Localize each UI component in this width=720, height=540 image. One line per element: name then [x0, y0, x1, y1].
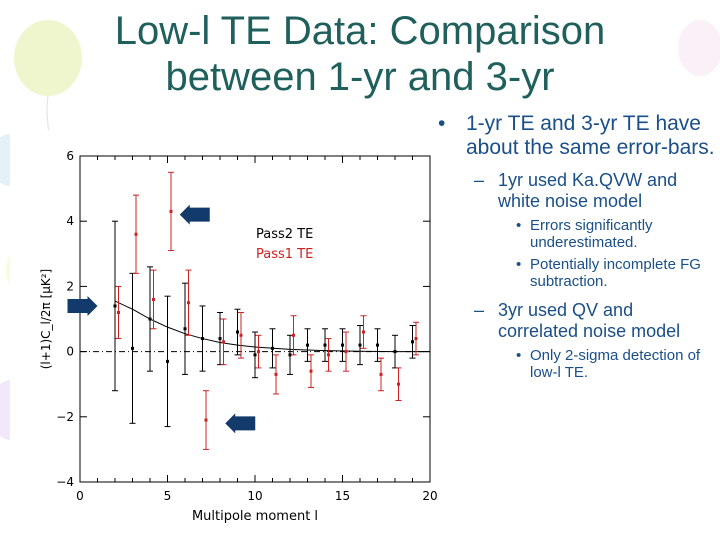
x-tick-label: 10 [247, 489, 262, 503]
data-point [274, 372, 278, 376]
x-axis-label: Multipole moment l [192, 509, 318, 524]
bullet-1-1-2-text: Potentially incomplete FG subtraction. [530, 256, 701, 290]
bullet-dot: • [516, 256, 522, 273]
bullet-1-2-text: 3yr used QV and correlated noise model [498, 300, 681, 341]
data-point [183, 327, 187, 331]
data-point [131, 346, 134, 350]
data-point [397, 382, 400, 386]
data-point [239, 333, 243, 337]
bullet-1-text: 1-yr TE and 3-yr TE have about the same … [466, 112, 715, 159]
y-axis-label: (l+1)C_l/2π [μK²] [39, 269, 53, 370]
te-chart: −4 −2 0 2 4 6 0 5 10 15 20 Pass2 TE Pass1 TE Mult… [10, 130, 450, 538]
data-point [218, 337, 222, 341]
bullet-1-1: – 1yr used Ka.QVW and white noise model [432, 170, 716, 212]
data-point [148, 317, 152, 321]
bullet-dot: • [516, 347, 522, 364]
data-point [134, 232, 138, 236]
series-pass2 [112, 220, 416, 428]
bullet-1-2: – 3yr used QV and correlated noise model [432, 300, 716, 342]
y-tick-label: 2 [66, 279, 74, 293]
x-tick-label: 20 [422, 489, 437, 503]
data-point [323, 343, 327, 347]
data-point [169, 209, 173, 213]
data-point [236, 330, 239, 334]
data-point [201, 337, 204, 341]
data-point [327, 353, 330, 357]
data-point [376, 343, 379, 347]
data-point [393, 350, 397, 354]
data-point [306, 343, 309, 347]
data-point [341, 343, 344, 347]
title-line-2: between 1-yr and 3-yr [165, 55, 555, 99]
y-tick-label: −2 [56, 410, 74, 424]
data-point [309, 369, 313, 373]
y-tick-label: −4 [56, 475, 74, 489]
data-point [253, 353, 257, 357]
legend-pass1: Pass1 TE [256, 247, 313, 262]
data-point [344, 350, 348, 354]
x-tick-label: 15 [335, 489, 350, 503]
bullet-1-1-2: • Potentially incomplete FG subtraction. [432, 256, 716, 290]
data-point [379, 372, 383, 376]
y-tick-label: 4 [66, 214, 74, 228]
data-point [166, 359, 169, 363]
series-pass1 [115, 171, 419, 450]
data-point [152, 297, 155, 301]
chart-panel [10, 130, 450, 538]
data-point [222, 340, 225, 344]
bullet-1-1-text: 1yr used Ka.QVW and white noise model [498, 170, 678, 211]
data-point [113, 304, 117, 308]
bullet-dot: • [516, 217, 522, 234]
bullet-1: • 1-yr TE and 3-yr TE have about the sam… [432, 112, 716, 160]
bullet-1-1-1: • Errors significantly underestimated. [432, 217, 716, 251]
title-line-1: Low-l TE Data: Comparison [114, 9, 606, 53]
y-tick-label: 6 [66, 149, 74, 163]
data-point [362, 330, 365, 334]
y-tick-label: 0 [66, 345, 74, 359]
bullet-1-1-1-text: Errors significantly underestimated. [530, 217, 653, 251]
arrow-left-icon [179, 204, 210, 225]
x-ticks: 0 5 10 15 20 [76, 156, 438, 503]
bullet-dot: • [438, 112, 446, 135]
x-tick-label: 5 [164, 489, 172, 503]
series-layer [112, 171, 419, 450]
bullet-dash: – [474, 170, 485, 190]
bullet-1-2-1-text: Only 2-sigma detection of low-l TE. [530, 347, 701, 381]
data-point [358, 343, 362, 347]
data-point [187, 301, 190, 305]
data-point [292, 333, 295, 337]
data-point [117, 310, 120, 314]
x-tick-label: 0 [76, 489, 84, 503]
arrow-left-icon [225, 413, 256, 434]
data-point [414, 337, 418, 341]
data-point [204, 418, 208, 422]
bullet-dash: – [474, 300, 485, 320]
arrow-layer [67, 204, 256, 434]
model-curve [114, 300, 430, 353]
y-ticks: −4 −2 0 2 4 6 [56, 149, 430, 489]
arrow-right-icon [67, 295, 98, 316]
data-point [257, 350, 260, 354]
data-point [288, 353, 292, 357]
data-point [271, 346, 274, 350]
legend-pass2: Pass2 TE [256, 227, 313, 242]
data-point [411, 340, 414, 344]
bullet-list: • 1-yr TE and 3-yr TE have about the sam… [432, 112, 716, 381]
bullet-1-2-1: • Only 2-sigma detection of low-l TE. [432, 347, 716, 381]
slide-title: Low-l TE Data: Comparison between 1-yr a… [40, 8, 680, 100]
